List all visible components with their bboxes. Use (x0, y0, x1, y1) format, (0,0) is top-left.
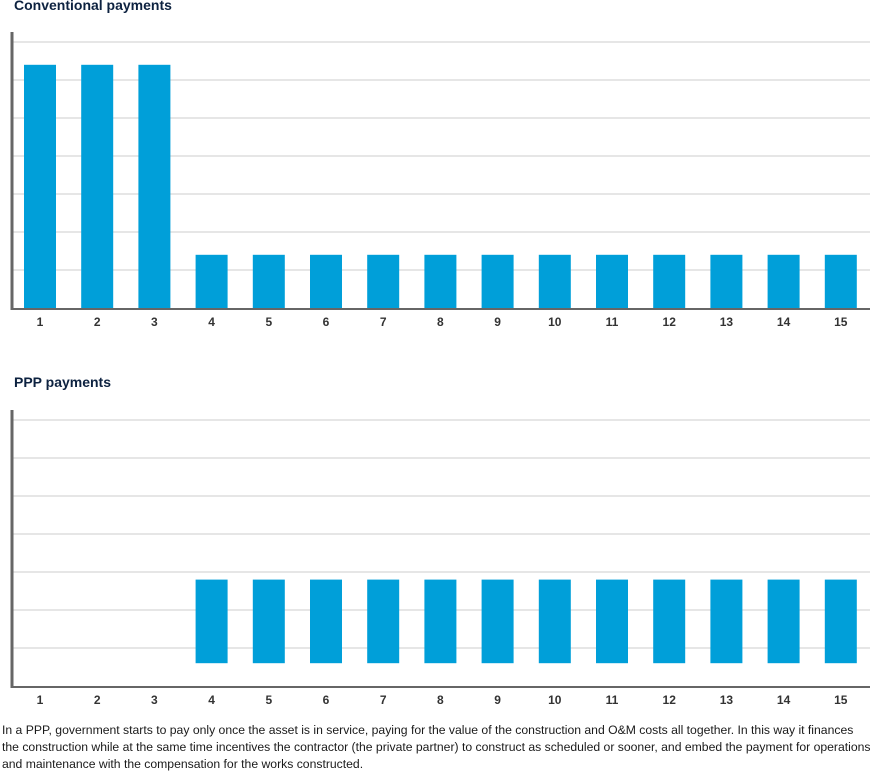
x-tick-label: 12 (663, 693, 677, 707)
bar-10 (538, 254, 571, 308)
x-tick-label: 7 (380, 315, 387, 329)
bar-7 (367, 579, 400, 664)
bar-4 (195, 579, 228, 664)
x-tick-label: 5 (265, 693, 272, 707)
bar-13 (710, 579, 743, 664)
x-tick-label: 9 (494, 315, 501, 329)
x-tick-label: 11 (606, 693, 619, 707)
bar-8 (424, 579, 457, 664)
bar-15 (824, 579, 857, 664)
bar-9 (481, 254, 514, 308)
x-tick-label: 11 (606, 315, 619, 329)
bar-3 (138, 64, 171, 308)
x-tick-label: 4 (208, 693, 215, 707)
chart-caption: In a PPP, government starts to pay only … (2, 723, 871, 771)
bar-5 (252, 579, 285, 664)
x-tick-label: 10 (548, 693, 562, 707)
x-tick-label: 10 (548, 315, 562, 329)
x-tick-label: 3 (151, 693, 158, 707)
ppp-payments-chart: 1 2 3 4 5 6 7 8 9 10 11 12 13 14 15 (10, 410, 870, 707)
x-tick-label: 5 (265, 315, 272, 329)
x-tick-label: 1 (37, 693, 44, 707)
bar-6 (310, 254, 342, 308)
x-tick-label: 14 (777, 693, 791, 707)
bar-10 (538, 579, 571, 664)
bar-11 (596, 579, 628, 664)
x-tick-label: 6 (323, 693, 330, 707)
x-tick-label: 7 (380, 693, 387, 707)
x-tick-label: 6 (323, 315, 330, 329)
bar-13 (710, 254, 743, 308)
x-tick-label: 2 (94, 315, 101, 329)
bar-14 (767, 254, 800, 308)
bar-1 (24, 64, 56, 308)
x-tick-label: 15 (834, 315, 848, 329)
bar-7 (367, 254, 400, 308)
x-tick-label: 1 (37, 315, 44, 329)
x-tick-label: 8 (437, 315, 444, 329)
bar-12 (653, 254, 686, 308)
x-tick-label: 13 (720, 693, 734, 707)
conventional-payments-title: Conventional payments (14, 0, 172, 13)
bar-4 (195, 254, 228, 308)
x-tick-label: 3 (151, 315, 158, 329)
bar-6 (310, 579, 342, 664)
x-tick-label: 9 (494, 693, 501, 707)
bar-11 (596, 254, 628, 308)
bar-12 (653, 579, 686, 664)
x-tick-label: 2 (94, 693, 101, 707)
x-tick-label: 13 (720, 315, 734, 329)
bar-2 (81, 64, 114, 308)
bar-15 (824, 254, 857, 308)
x-tick-label: 14 (777, 315, 791, 329)
x-tick-label: 8 (437, 693, 444, 707)
x-tick-label: 15 (834, 693, 848, 707)
conventional-payments-chart: 1 2 3 4 5 6 7 8 9 10 11 12 13 14 15 (10, 32, 870, 329)
x-tick-label: 12 (663, 315, 677, 329)
bar-5 (252, 254, 285, 308)
bar-9 (481, 579, 514, 664)
bar-14 (767, 579, 800, 664)
bar-8 (424, 254, 457, 308)
ppp-payments-title: PPP payments (14, 374, 112, 390)
x-tick-label: 4 (208, 315, 215, 329)
